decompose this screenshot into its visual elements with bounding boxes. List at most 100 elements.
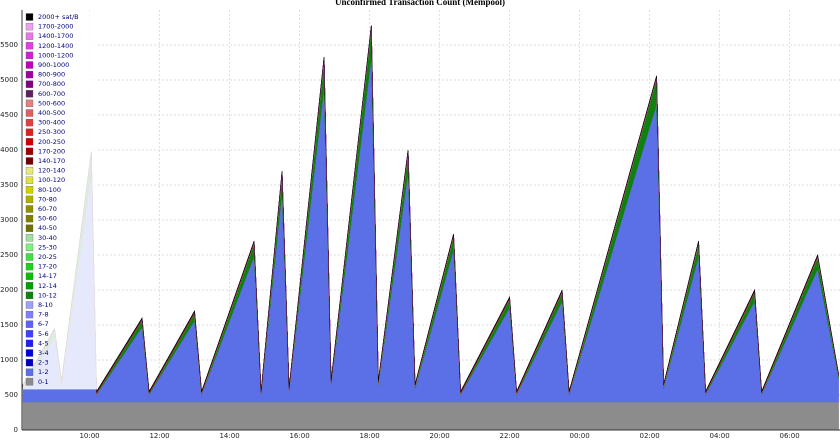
legend-label: 17-20 — [38, 263, 57, 271]
legend-swatch — [25, 301, 34, 309]
legend-label: 0-1 — [38, 378, 49, 386]
legend-swatch — [25, 310, 34, 319]
legend-swatch — [25, 205, 34, 213]
legend-label: 300-400 — [38, 119, 65, 127]
legend-swatch — [25, 51, 34, 60]
y-tick-label: 3000 — [0, 216, 18, 224]
legend-swatch — [25, 109, 34, 117]
legend-swatch — [25, 166, 34, 175]
legend-label: 8-10 — [38, 301, 53, 309]
legend-label: 14-17 — [38, 272, 57, 280]
legend-swatch — [25, 234, 34, 242]
legend-label: 400-500 — [38, 109, 65, 117]
legend-swatch — [25, 42, 34, 50]
x-tick-label: 02:00 — [639, 432, 659, 440]
legend-swatch — [25, 378, 34, 386]
y-tick-label: 1000 — [0, 356, 18, 364]
legend-swatch — [25, 61, 34, 69]
legend-swatch — [25, 339, 34, 348]
legend-label: 700-800 — [38, 80, 65, 88]
legend-swatch — [25, 32, 34, 40]
legend-label: 2000+ sat/B — [38, 13, 79, 21]
legend-label: 70-80 — [38, 195, 57, 203]
x-tick-label: 00:00 — [569, 432, 589, 440]
legend-label: 60-70 — [38, 205, 57, 213]
legend-swatch — [25, 90, 34, 98]
legend-label: 2-3 — [38, 359, 49, 367]
legend-swatch — [25, 118, 34, 127]
axes: 0 500 1000 1500 2000 2500 3000 3500 4000 4500 5000… — [0, 10, 840, 440]
legend-swatch — [25, 157, 34, 165]
legend-label: 1400-1700 — [38, 32, 73, 40]
legend-label: 4-5 — [38, 339, 49, 347]
legend-swatch — [25, 138, 34, 146]
legend-swatch — [25, 320, 34, 328]
legend-swatch — [25, 282, 34, 290]
legend-label: 3-4 — [38, 349, 49, 357]
legend-label: 7-8 — [38, 311, 49, 319]
legend-swatch — [25, 349, 34, 357]
y-tick-label: 500 — [5, 391, 18, 399]
legend-label: 80-100 — [38, 186, 61, 194]
legend-label: 900-1000 — [38, 61, 69, 69]
legend-swatch — [25, 243, 34, 252]
legend-swatch — [25, 262, 34, 271]
x-tick-label: 04:00 — [709, 432, 729, 440]
legend-swatch — [25, 330, 34, 338]
x-tick-label: 20:00 — [429, 432, 449, 440]
y-tick-label: 0 — [14, 426, 18, 434]
x-tick-label: 12:00 — [149, 432, 169, 440]
legend-swatch — [25, 176, 34, 184]
chart-title: Unconfirmed Transaction Count (Mempool) — [335, 0, 505, 7]
x-tick-label: 14:00 — [219, 432, 239, 440]
legend-label: 250-300 — [38, 128, 65, 136]
legend-label: 1-2 — [38, 368, 49, 376]
legend-swatch — [25, 214, 34, 223]
x-tick-label: 18:00 — [359, 432, 379, 440]
legend-swatch — [25, 70, 34, 79]
legend-swatch — [25, 224, 34, 232]
legend-swatch — [25, 253, 34, 261]
legend-swatch — [25, 368, 34, 376]
legend-label: 1000-1200 — [38, 51, 73, 59]
legend-label: 170-200 — [38, 147, 65, 155]
areas — [22, 25, 839, 431]
legend-label: 25-30 — [38, 243, 57, 251]
legend-swatch — [25, 186, 34, 194]
legend-label: 1700-2000 — [38, 23, 73, 31]
legend-label: 800-900 — [38, 71, 65, 79]
area — [22, 401, 839, 431]
legend-label: 1200-1400 — [38, 42, 73, 50]
legend-label: 600-700 — [38, 90, 65, 98]
legend-swatch — [25, 195, 34, 204]
legend-label: 50-60 — [38, 215, 57, 223]
legend-swatch — [25, 291, 34, 300]
legend-label: 40-50 — [38, 224, 57, 232]
y-tick-label: 2500 — [0, 251, 18, 259]
area — [22, 25, 839, 394]
legend-swatch — [25, 358, 34, 367]
legend: 2000+ sat/B1700-20001400-17001200-140010… — [23, 11, 97, 390]
y-tick-label: 4500 — [0, 111, 18, 119]
legend-label: 120-140 — [38, 167, 65, 175]
legend-swatch — [25, 80, 34, 88]
legend-label: 5-6 — [38, 330, 49, 338]
y-tick-label: 2000 — [0, 286, 18, 294]
y-tick-label: 5500 — [0, 41, 18, 49]
x-tick-label: 16:00 — [289, 432, 309, 440]
legend-label: 6-7 — [38, 320, 49, 328]
legend-box — [23, 11, 97, 390]
legend-label: 12-14 — [38, 282, 57, 290]
y-tick-label: 5000 — [0, 76, 18, 84]
legend-swatch — [25, 99, 34, 108]
legend-label: 20-25 — [38, 253, 57, 261]
legend-label: 100-120 — [38, 176, 65, 184]
legend-label: 500-600 — [38, 99, 65, 107]
y-tick-label: 4000 — [0, 146, 18, 154]
legend-swatch — [25, 22, 34, 31]
legend-label: 10-12 — [38, 291, 57, 299]
legend-swatch — [25, 147, 34, 156]
legend-label: 30-40 — [38, 234, 57, 242]
legend-swatch — [25, 272, 34, 280]
